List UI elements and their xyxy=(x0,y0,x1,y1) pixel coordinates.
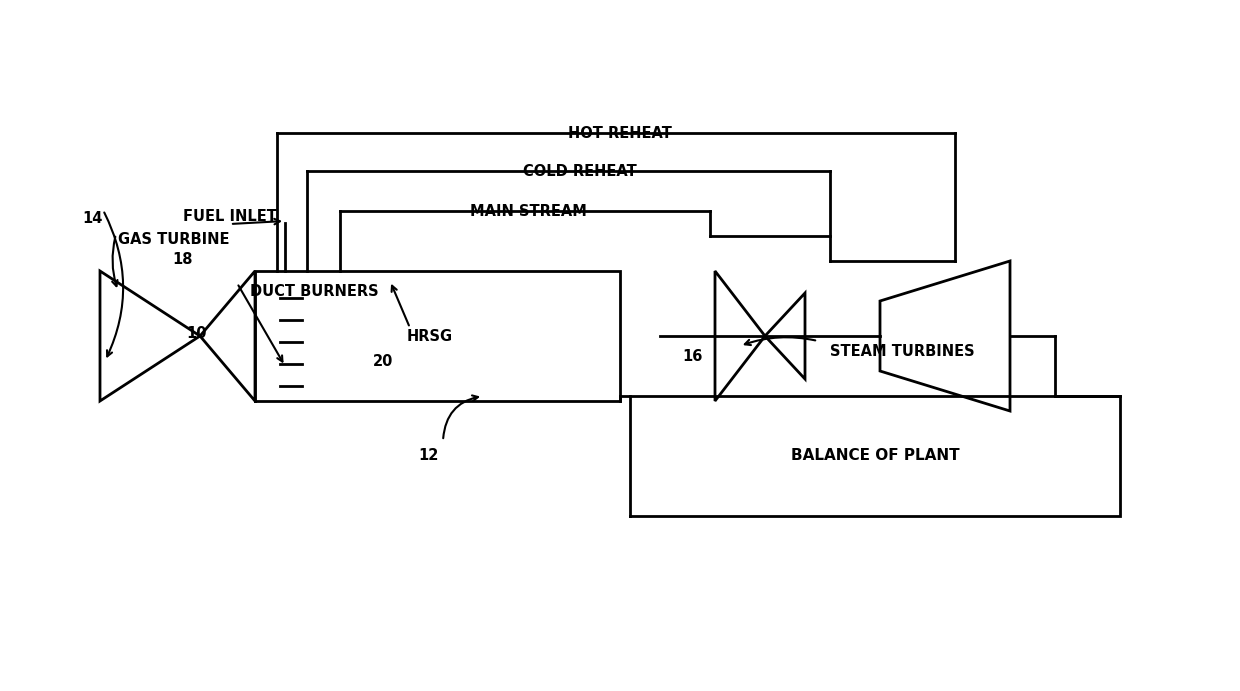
Text: BALANCE OF PLANT: BALANCE OF PLANT xyxy=(791,448,960,464)
Text: 14: 14 xyxy=(83,211,103,225)
Text: GAS TURBINE: GAS TURBINE xyxy=(118,231,229,247)
Text: 10: 10 xyxy=(187,325,207,341)
Text: 16: 16 xyxy=(683,348,703,363)
Text: MAIN STREAM: MAIN STREAM xyxy=(470,204,587,218)
Text: DUCT BURNERS: DUCT BURNERS xyxy=(250,283,378,299)
Text: 18: 18 xyxy=(172,252,193,267)
Text: FUEL INLET: FUEL INLET xyxy=(184,209,277,223)
Text: COLD REHEAT: COLD REHEAT xyxy=(523,164,637,178)
Text: HOT REHEAT: HOT REHEAT xyxy=(568,126,672,140)
Text: 12: 12 xyxy=(418,448,438,464)
Text: STEAM TURBINES: STEAM TURBINES xyxy=(830,343,975,359)
Text: HRSG: HRSG xyxy=(407,328,453,343)
Text: 20: 20 xyxy=(373,354,393,368)
